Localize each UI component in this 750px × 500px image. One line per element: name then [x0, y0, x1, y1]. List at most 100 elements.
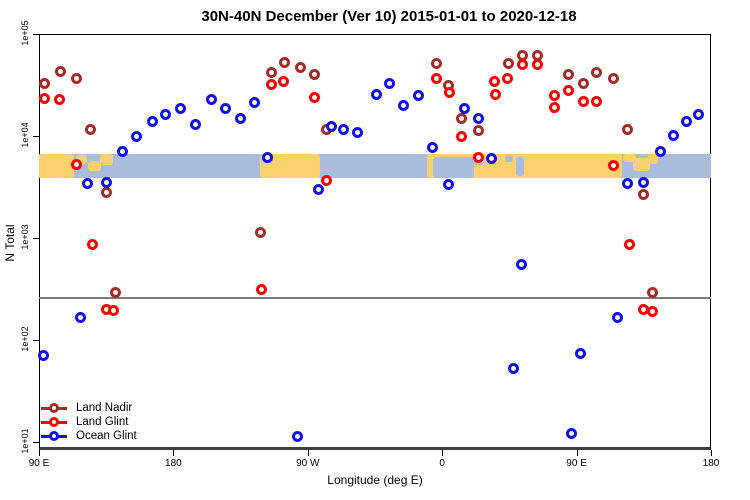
legend-item: Land Glint: [41, 415, 137, 429]
data-point-land-glint: [489, 76, 501, 88]
data-point-land-glint: [517, 59, 529, 71]
data-point-ocean-glint: [612, 311, 624, 323]
data-point-ocean-glint: [352, 126, 364, 138]
y-axis-tick: [33, 34, 39, 35]
data-point-land-glint: [54, 93, 66, 105]
y-axis-tick-label: 1e+01: [20, 428, 30, 454]
data-point-land-glint: [39, 92, 51, 104]
data-point-land-glint: [607, 160, 619, 172]
data-point-land-glint: [548, 101, 560, 113]
x-axis-tick: [173, 450, 175, 456]
x-axis-tick-label: 180: [702, 458, 720, 469]
legend: Land Nadir Land Glint Ocean Glint: [41, 401, 137, 443]
legend-item: Land Nadir: [41, 401, 137, 415]
y-axis-tick: [33, 340, 39, 341]
legend-marker-icon: [41, 401, 67, 415]
data-point-land-glint: [490, 88, 502, 100]
data-point-ocean-glint: [261, 151, 273, 163]
data-point-ocean-glint: [621, 178, 633, 190]
data-point-land-glint: [444, 86, 456, 98]
legend-circle: [49, 431, 59, 441]
x-axis-tick: [576, 450, 578, 456]
data-point-ocean-glint: [508, 362, 520, 374]
legend-label: Land Glint: [76, 416, 129, 428]
x-axis-tick: [442, 450, 444, 456]
map-strip-sea-segment: [433, 157, 474, 178]
data-point-ocean-glint: [472, 113, 484, 125]
data-point-ocean-glint: [515, 259, 527, 271]
data-point-land-nadir: [55, 65, 67, 77]
x-axis-tick-label: 90 E: [566, 458, 587, 469]
data-point-ocean-glint: [234, 113, 246, 125]
data-point-land-nadir: [294, 61, 306, 73]
y-axis-tick: [33, 442, 39, 443]
data-point-land-glint: [473, 151, 485, 163]
data-point-ocean-glint: [37, 349, 49, 361]
legend-label: Land Nadir: [76, 402, 133, 414]
y-axis-tick-label: 1e+05: [20, 20, 30, 46]
y-axis-tick-label: 1e+03: [20, 224, 30, 250]
legend-marker-icon: [41, 429, 67, 443]
data-point-land-glint: [531, 59, 543, 71]
data-point-ocean-glint: [693, 108, 705, 120]
data-point-land-glint: [501, 72, 513, 84]
data-point-ocean-glint: [147, 115, 159, 127]
data-point-land-nadir: [279, 56, 291, 68]
map-strip-land-segment: [648, 154, 658, 164]
legend-marker-icon: [41, 415, 67, 429]
data-point-ocean-glint: [337, 124, 349, 136]
map-strip-land-segment: [623, 154, 636, 162]
data-point-land-glint: [646, 306, 658, 318]
map-strip-land-segment: [88, 161, 101, 171]
map-strip-land-segment: [100, 154, 113, 165]
data-point-ocean-glint: [325, 120, 337, 132]
data-point-land-nadir: [503, 58, 515, 70]
data-point-land-glint: [563, 84, 575, 96]
data-point-land-nadir: [590, 66, 602, 78]
legend-circle: [49, 403, 59, 413]
y-axis-tick: [33, 136, 39, 137]
data-point-land-glint: [86, 238, 98, 250]
x-axis-tick: [307, 450, 309, 456]
data-point-ocean-glint: [681, 115, 693, 127]
x-axis-tick: [710, 450, 712, 456]
data-point-ocean-glint: [668, 129, 680, 141]
data-point-land-nadir: [254, 227, 266, 239]
chart-title: 30N-40N December (Ver 10) 2015-01-01 to …: [201, 8, 577, 25]
data-point-land-glint: [277, 76, 289, 88]
data-point-land-nadir: [637, 188, 649, 200]
x-axis-tick-label: 90 E: [28, 458, 50, 469]
data-point-land-glint: [320, 174, 332, 186]
map-strip-land-segment: [76, 155, 87, 164]
data-point-land-glint: [71, 158, 83, 170]
data-point-ocean-glint: [175, 102, 187, 114]
data-point-ocean-glint: [248, 96, 260, 108]
map-strip-land-segment: [633, 158, 650, 171]
data-point-ocean-glint: [565, 427, 577, 439]
data-point-ocean-glint: [654, 145, 666, 157]
data-point-land-nadir: [577, 77, 589, 89]
data-point-land-glint: [265, 78, 277, 90]
data-point-ocean-glint: [100, 176, 112, 188]
data-point-land-glint: [577, 95, 589, 107]
data-point-ocean-glint: [291, 431, 303, 443]
data-point-land-nadir: [70, 72, 82, 84]
data-point-ocean-glint: [205, 93, 217, 105]
map-strip-sea-segment: [505, 155, 513, 162]
data-point-land-glint: [590, 95, 602, 107]
threshold-line: [39, 296, 711, 299]
x-axis-tick-label: 0: [439, 458, 445, 469]
y-axis-tick-label: 1e+04: [20, 122, 30, 148]
data-point-ocean-glint: [458, 103, 470, 115]
legend-item: Ocean Glint: [41, 429, 137, 443]
data-point-land-glint: [108, 304, 120, 316]
data-point-ocean-glint: [220, 102, 232, 114]
map-strip-sea-segment: [516, 157, 524, 176]
data-point-ocean-glint: [427, 141, 439, 153]
plot-frame: [39, 34, 711, 450]
data-point-land-nadir: [100, 186, 112, 198]
y-axis-label: N Total: [3, 224, 17, 262]
x-axis-tick-label: 180: [165, 458, 182, 469]
data-point-land-nadir: [430, 58, 442, 70]
